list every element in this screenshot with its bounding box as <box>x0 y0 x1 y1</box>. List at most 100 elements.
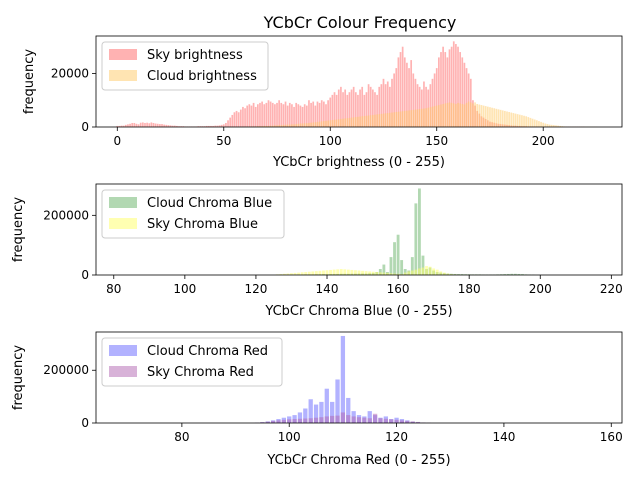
legend: Cloud Chroma Red Sky Chroma Red <box>101 337 283 387</box>
bar <box>548 124 551 127</box>
bar <box>504 110 506 127</box>
bar <box>427 107 430 127</box>
bar <box>259 102 261 127</box>
bar <box>330 415 335 423</box>
y-tick-label: 0 <box>81 268 89 282</box>
bar <box>482 105 485 127</box>
bar <box>284 124 287 127</box>
bar <box>263 104 266 127</box>
bar <box>335 119 338 127</box>
bar <box>311 271 315 275</box>
bar <box>329 269 332 275</box>
bar <box>384 113 387 127</box>
bar <box>380 84 383 127</box>
bar <box>495 108 498 127</box>
bar <box>354 117 357 127</box>
bar <box>414 269 418 275</box>
bar <box>254 106 257 127</box>
bar <box>368 271 372 275</box>
bar <box>416 84 419 127</box>
bar <box>319 417 324 423</box>
bar <box>438 105 440 127</box>
bar <box>465 68 468 127</box>
bar <box>446 57 449 127</box>
bar <box>371 114 374 127</box>
bar <box>295 124 298 127</box>
y-tick-label: 200000 <box>43 363 89 377</box>
bar <box>127 124 129 127</box>
bar <box>146 122 148 127</box>
axes-frame <box>95 183 623 276</box>
bar <box>216 125 219 127</box>
bar <box>521 274 524 275</box>
bar <box>361 116 364 127</box>
legend: Sky brightness Cloud brightness <box>101 41 269 91</box>
chart-panel-3: 80 100 120 140 160 0 200000 YCbCr Chroma Red (0… <box>11 331 623 468</box>
bar <box>401 46 404 127</box>
bar <box>461 103 464 127</box>
bar <box>357 270 361 275</box>
x-tick-label: 0 <box>113 134 121 148</box>
bar <box>327 120 329 127</box>
legend-label: Sky Chroma Blue <box>147 217 258 232</box>
bar <box>410 257 414 275</box>
bar <box>276 125 278 127</box>
bar <box>308 399 313 423</box>
bar <box>325 270 329 275</box>
bar <box>421 255 425 275</box>
bar <box>335 379 340 423</box>
bar <box>292 419 297 423</box>
bar <box>265 125 268 127</box>
bar <box>324 416 329 423</box>
bar <box>316 121 319 127</box>
bar <box>280 102 283 127</box>
bar <box>305 105 308 127</box>
bar <box>476 103 479 127</box>
bar <box>378 114 381 127</box>
bar <box>344 118 347 127</box>
bar <box>510 112 513 127</box>
bar <box>313 417 319 423</box>
bar <box>323 121 325 127</box>
bar <box>508 112 510 127</box>
bar <box>297 418 303 423</box>
bar <box>293 272 297 275</box>
bar <box>378 272 382 275</box>
bar <box>263 125 266 127</box>
series-2-bars <box>254 412 431 423</box>
bar <box>428 266 432 275</box>
bar <box>418 188 421 275</box>
bar <box>139 122 142 127</box>
bar <box>352 86 355 127</box>
bar <box>367 115 370 127</box>
bar <box>512 113 515 127</box>
bar <box>133 122 136 127</box>
legend-box <box>101 41 269 91</box>
bar <box>336 269 340 275</box>
bar <box>210 125 212 127</box>
bar <box>555 125 557 127</box>
bar <box>414 203 418 275</box>
bar <box>406 110 408 127</box>
bar <box>450 46 453 127</box>
x-axis-label: YCbCr Chroma Blue (0 - 255) <box>264 304 452 319</box>
bar <box>137 124 140 127</box>
bar <box>408 110 410 127</box>
bar <box>399 52 402 128</box>
bar <box>322 270 325 275</box>
bar <box>383 418 388 423</box>
bar <box>449 274 453 275</box>
bar <box>421 267 425 275</box>
bar <box>400 260 404 275</box>
bar <box>348 117 351 127</box>
bar <box>406 62 408 128</box>
bar <box>394 419 399 423</box>
bar <box>393 112 395 127</box>
bar <box>557 125 559 127</box>
bar <box>270 420 276 423</box>
legend-swatch <box>109 345 137 356</box>
bar <box>527 117 530 127</box>
legend-label: Cloud Chroma Blue <box>147 196 272 211</box>
bar <box>154 123 157 127</box>
bar <box>403 272 407 275</box>
